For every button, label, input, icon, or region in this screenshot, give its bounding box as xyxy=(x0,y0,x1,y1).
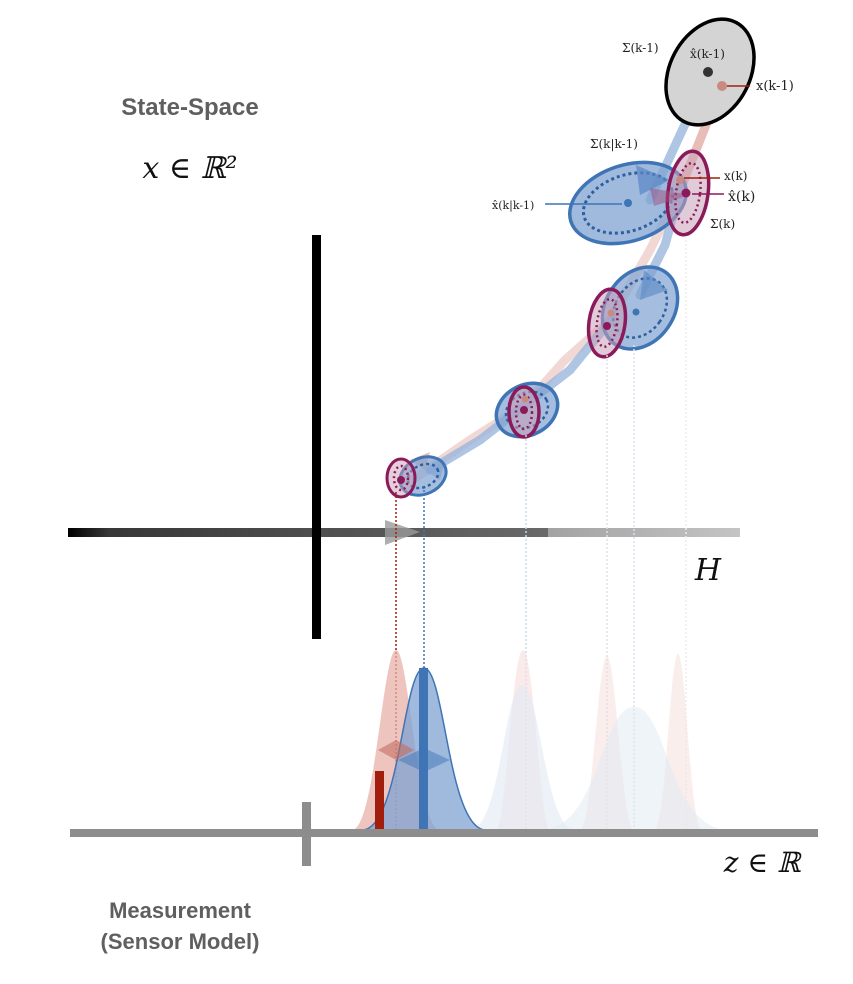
measurement-axis xyxy=(70,802,818,866)
prediction-arrow xyxy=(636,165,670,195)
measurement-distributions xyxy=(352,650,730,831)
state-space-formula: x ∈ ℝ² xyxy=(142,151,237,186)
predicted-dot-2 xyxy=(632,308,640,316)
predicted-estimate-dot xyxy=(624,199,632,207)
post-cov-label: Σ(k) xyxy=(710,217,735,231)
true-dot-2 xyxy=(607,309,615,317)
posterior-ellipse-group-1 xyxy=(650,149,724,237)
posterior-inner-3 xyxy=(514,393,534,431)
prior-ellipse-group xyxy=(664,17,756,127)
true-dot-3 xyxy=(521,395,529,403)
measurement-axis-line xyxy=(70,829,818,837)
ellipse-step-4 xyxy=(385,452,448,499)
prior-est-label: x̂(k-1) xyxy=(690,47,725,61)
ellipse-step-2 xyxy=(586,265,680,359)
prior-estimate-dot xyxy=(703,67,713,77)
horizontal-axis-dark-segment xyxy=(68,528,548,537)
posterior-inner-4 xyxy=(392,464,410,492)
pred-est-label: x̂(k|k-1) xyxy=(492,199,534,213)
posterior-inner-2 xyxy=(595,297,619,349)
spread-arrow-blue xyxy=(398,748,450,772)
post-est-label: x̂(k) xyxy=(728,189,755,205)
axis-arrow-head xyxy=(385,520,420,545)
projection-label: H xyxy=(694,553,722,588)
posterior-estimate-dot xyxy=(681,188,691,198)
prediction-arrow-2 xyxy=(640,270,668,300)
state-space-title: State-Space xyxy=(121,94,258,121)
prior-true-dot xyxy=(717,81,727,91)
measurement-title-line2: (Sensor Model) xyxy=(101,929,260,954)
state-space-axes xyxy=(68,235,740,639)
vertical-axis xyxy=(312,235,321,639)
measurement-title-line1: Measurement xyxy=(109,898,252,923)
measurement-axis-tick xyxy=(302,802,311,866)
true-state-dot xyxy=(676,176,684,184)
pred-cov-label: Σ(k|k-1) xyxy=(590,137,638,151)
prior-cov-label: Σ(k-1) xyxy=(622,41,659,55)
update-arrow xyxy=(650,188,690,206)
posterior-dot-2 xyxy=(603,322,611,330)
faded-gaussian-blue-2 xyxy=(540,707,730,830)
posterior-dot-4 xyxy=(397,476,405,484)
faded-gaussian-blue-1 xyxy=(470,685,575,830)
measurement-bar xyxy=(375,771,384,830)
measurement-axis-label: z ∈ ℝ xyxy=(723,846,802,879)
true-state-label: x(k) xyxy=(724,169,747,183)
prior-true-label: x(k-1) xyxy=(756,79,794,94)
ellipse-step-3 xyxy=(494,381,560,439)
posterior-dot-3 xyxy=(520,406,528,414)
spread-arrow-red xyxy=(378,740,414,760)
